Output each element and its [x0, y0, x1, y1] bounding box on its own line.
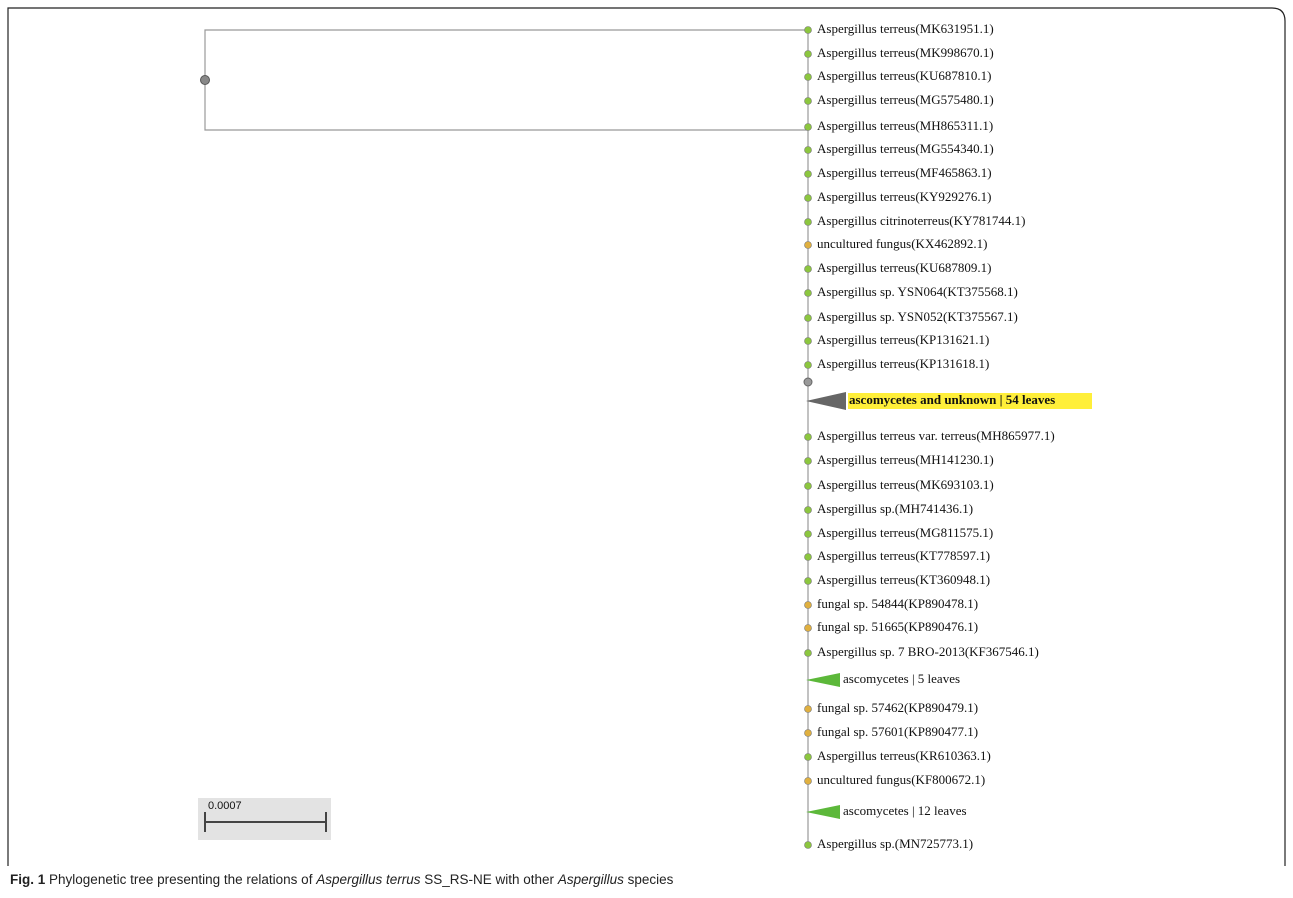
internal-node — [803, 377, 813, 387]
leaf-label: Aspergillus terreus(MG811575.1) — [817, 525, 993, 540]
leaf-label: Aspergillus terreus(KR610363.1) — [817, 748, 991, 763]
leaf-node — [804, 314, 812, 322]
collapsed-clade — [806, 805, 840, 819]
leaf-label: Aspergillus terreus(KP131618.1) — [817, 356, 989, 371]
leaf-label: Aspergillus terreus(KP131621.1) — [817, 332, 989, 347]
leaf-node — [804, 577, 812, 585]
rows: Aspergillus terreus(MK631951.1) Aspergill… — [804, 21, 1092, 851]
caption-text: SS_RS-NE with other — [420, 872, 558, 887]
leaf-label: Aspergillus terreus(KY929276.1) — [817, 189, 992, 204]
leaf-node — [804, 753, 812, 761]
leaf-node — [804, 457, 812, 465]
leaf-node — [804, 729, 812, 737]
leaf-node — [804, 601, 812, 609]
caption-text: Phylogenetic tree presenting the relatio… — [49, 872, 317, 887]
leaf-node — [804, 289, 812, 297]
leaf-node — [804, 26, 812, 34]
leaf-label: Aspergillus sp.(MN725773.1) — [817, 836, 973, 851]
leaf-label: Aspergillus terreus(MG575480.1) — [817, 92, 994, 107]
leaf-label: Aspergillus terreus(KT360948.1) — [817, 572, 990, 587]
caption-italic: Aspergillus — [557, 872, 624, 887]
clade-label: ascomycetes and unknown | 54 leaves — [849, 392, 1055, 407]
leaf-label: Aspergillus sp. YSN052(KT375567.1) — [817, 309, 1018, 324]
leaf-label: Aspergillus terreus(MG554340.1) — [817, 141, 994, 156]
leaf-node — [804, 123, 812, 131]
leaf-node — [804, 841, 812, 849]
leaf-label: Aspergillus terreus(MH865311.1) — [817, 118, 993, 133]
leaf-label: Aspergillus terreus(MK998670.1) — [817, 45, 994, 60]
leaf-node — [804, 73, 812, 81]
leaf-label: Aspergillus terreus(KT778597.1) — [817, 548, 990, 563]
leaf-label: uncultured fungus(KF800672.1) — [817, 772, 985, 787]
leaf-label: Aspergillus sp. YSN064(KT375568.1) — [817, 284, 1018, 299]
scale-label: 0.0007 — [208, 800, 242, 812]
leaf-node — [804, 624, 812, 632]
collapsed-clade — [806, 392, 846, 410]
leaf-node — [804, 530, 812, 538]
leaf-node — [804, 218, 812, 226]
fig-label: Fig. 1 — [10, 872, 46, 887]
leaf-node — [804, 361, 812, 369]
leaf-label: Aspergillus terreus var. terreus(MH86597… — [817, 428, 1055, 443]
clade-highlight — [848, 393, 1092, 409]
leaf-node — [804, 433, 812, 441]
leaf-node — [804, 241, 812, 249]
leaf-label: uncultured fungus(KX462892.1) — [817, 236, 987, 251]
frame — [7, 7, 1286, 866]
leaf-node — [804, 553, 812, 561]
scale-bar — [204, 812, 327, 832]
leaf-node — [804, 50, 812, 58]
leaf-label: Aspergillus terreus(KU687809.1) — [817, 260, 992, 275]
internal-node — [200, 75, 210, 85]
scale-bar-box — [198, 798, 331, 840]
leaf-label: fungal sp. 57462(KP890479.1) — [817, 700, 978, 715]
leaf-label: Aspergillus citrinoterreus(KY781744.1) — [817, 213, 1025, 228]
leaf-node — [804, 337, 812, 345]
leaf-node — [804, 170, 812, 178]
leaf-label: Aspergillus sp. 7 BRO-2013(KF367546.1) — [817, 644, 1039, 659]
leaf-node — [804, 649, 812, 657]
leaf-node — [804, 146, 812, 154]
leaf-node — [804, 194, 812, 202]
leaf-node — [804, 265, 812, 273]
leaf-label: Aspergillus sp.(MH741436.1) — [817, 501, 973, 516]
leaf-label: fungal sp. 51665(KP890476.1) — [817, 619, 978, 634]
clade-label: ascomycetes | 12 leaves — [843, 803, 967, 818]
tree-figure: 0.0007 Aspergillus terreus(MK631951.1)As… — [7, 7, 1286, 866]
leaf-label: fungal sp. 57601(KP890477.1) — [817, 724, 978, 739]
clade-label: ascomycetes | 5 leaves — [843, 671, 960, 686]
collapsed-clade — [806, 673, 840, 687]
leaf-label: Aspergillus terreus(MK631951.1) — [817, 21, 994, 36]
leaf-node — [804, 506, 812, 514]
leaf-label: fungal sp. 54844(KP890478.1) — [817, 596, 978, 611]
leaf-label: Aspergillus terreus(MF465863.1) — [817, 165, 992, 180]
outgroup-branch — [204, 29, 808, 131]
leaf-node — [804, 705, 812, 713]
leaf-node — [804, 777, 812, 785]
caption-italic: Aspergillus terrus — [316, 872, 421, 887]
leaf-label: Aspergillus terreus(MK693103.1) — [817, 477, 994, 492]
leaf-node — [804, 97, 812, 105]
leaf-label: Aspergillus terreus(MH141230.1) — [817, 452, 994, 467]
leaf-label: Aspergillus terreus(KU687810.1) — [817, 68, 992, 83]
caption: Fig. 1 Phylogenetic tree presenting the … — [10, 872, 673, 887]
leaf-node — [804, 482, 812, 490]
caption-text: species — [623, 872, 674, 887]
